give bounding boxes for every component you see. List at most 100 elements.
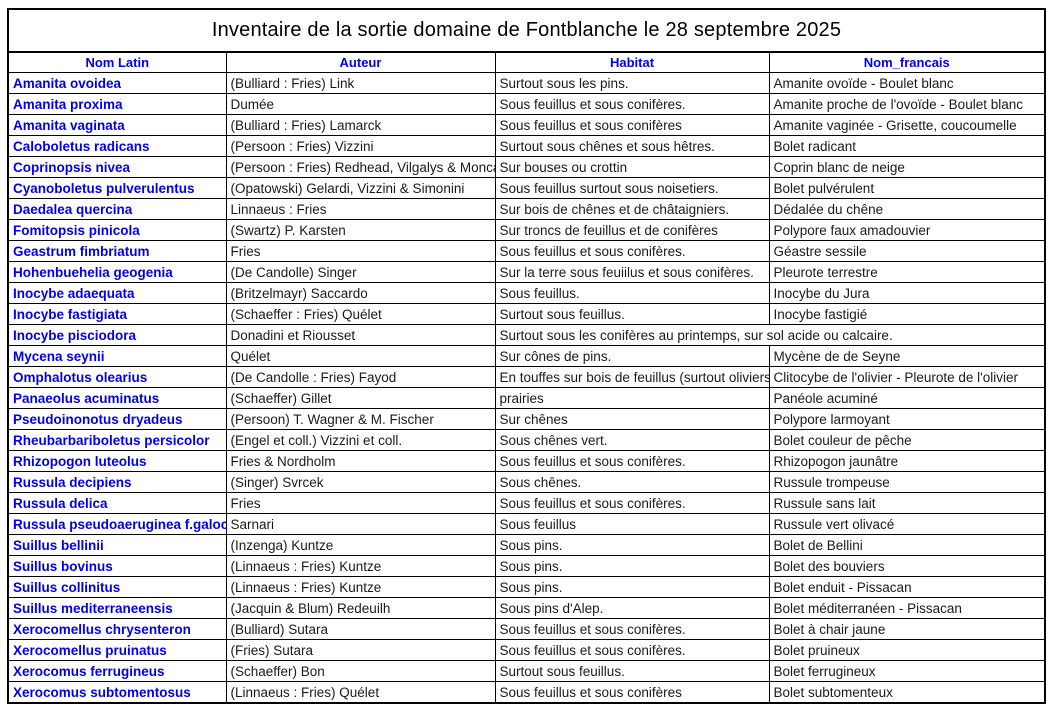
title-row: Inventaire de la sortie domaine de Fontb… bbox=[7, 8, 1046, 53]
author-cell: (Persoon : Fries) Redhead, Vilgalys & Mo… bbox=[225, 156, 496, 178]
latin-name-cell: Russula delica bbox=[7, 492, 227, 514]
author-cell: Fries & Nordholm bbox=[225, 450, 496, 472]
habitat-cell: Sous feuillus et sous conifères. bbox=[494, 639, 770, 661]
latin-name-cell: Panaeolus acuminatus bbox=[7, 387, 227, 409]
latin-name-cell: Xerocomellus chrysenteron bbox=[7, 618, 227, 640]
latin-name-cell: Xerocomellus pruinatus bbox=[7, 639, 227, 661]
table-row: Omphalotus olearius (De Candolle : Fries)… bbox=[7, 366, 1046, 388]
french-name-cell: Bolet méditerranéen - Pissacan bbox=[768, 597, 1046, 619]
latin-name-cell: Daedalea quercina bbox=[7, 198, 227, 220]
french-name-cell: Bolet enduit - Pissacan bbox=[768, 576, 1046, 598]
french-name-cell: Bolet couleur de pêche bbox=[768, 429, 1046, 451]
author-cell: (Singer) Svrcek bbox=[225, 471, 496, 493]
author-cell: Fries bbox=[225, 240, 496, 262]
latin-name-cell: Amanita proxima bbox=[7, 93, 227, 115]
french-name-cell: Polypore faux amadouvier bbox=[768, 219, 1046, 241]
french-name-cell: Bolet à chair jaune bbox=[768, 618, 1046, 640]
french-name-cell: Bolet pruineux bbox=[768, 639, 1046, 661]
author-cell: (Jacquin & Blum) Redeuilh bbox=[225, 597, 496, 619]
habitat-cell: Sous feuillus surtout sous noisetiers. bbox=[494, 177, 770, 199]
french-name-cell: Pleurote terrestre bbox=[768, 261, 1046, 283]
latin-name-cell: Omphalotus olearius bbox=[7, 366, 227, 388]
table-row: Suillus mediterraneensis (Jacquin & Blum)… bbox=[7, 597, 1046, 619]
author-cell: (Bulliard : Fries) Lamarck bbox=[225, 114, 496, 136]
french-name-cell: Bolet des bouviers bbox=[768, 555, 1046, 577]
habitat-cell: Sous feuillus et sous conifères. bbox=[494, 240, 770, 262]
table-row: Amanita vaginata (Bulliard : Fries) Lamar… bbox=[7, 114, 1046, 136]
habitat-cell: Sur cônes de pins. bbox=[494, 345, 770, 367]
habitat-cell: Sous feuillus et sous conifères bbox=[494, 681, 770, 704]
latin-name-cell: Suillus bovinus bbox=[7, 555, 227, 577]
table-row: Caloboletus radicans (Persoon : Fries) Vi… bbox=[7, 135, 1046, 157]
french-name-cell: Bolet de Bellini bbox=[768, 534, 1046, 556]
table-row: Amanita ovoidea (Bulliard : Fries) Link Su… bbox=[7, 72, 1046, 94]
author-cell: (Linnaeus : Fries) Kuntze bbox=[225, 576, 496, 598]
french-name-cell: Inocybe du Jura bbox=[768, 282, 1046, 304]
habitat-cell: Surtout sous feuillus. bbox=[494, 660, 770, 682]
latin-name-cell: Hohenbuehelia geogenia bbox=[7, 261, 227, 283]
french-name-cell: Bolet subtomenteux bbox=[768, 681, 1046, 704]
author-cell: Donadini et Riousset bbox=[225, 324, 496, 346]
author-cell: (Schaeffer) Gillet bbox=[225, 387, 496, 409]
french-name-cell: Bolet pulvérulent bbox=[768, 177, 1046, 199]
habitat-cell: Sur troncs de feuillus et de conifères bbox=[494, 219, 770, 241]
author-cell: Sarnari bbox=[225, 513, 496, 535]
latin-name-cell: Mycena seynii bbox=[7, 345, 227, 367]
habitat-cell: Sous pins. bbox=[494, 534, 770, 556]
latin-name-cell: Fomitopsis pinicola bbox=[7, 219, 227, 241]
french-name-cell: Russule vert olivacé bbox=[768, 513, 1046, 535]
habitat-cell: Sous feuillus et sous conifères bbox=[494, 114, 770, 136]
table-row: Amanita proxima Dumée Sous feuillus et sou… bbox=[7, 93, 1046, 115]
author-cell: (Bulliard) Sutara bbox=[225, 618, 496, 640]
author-cell: (De Candolle) Singer bbox=[225, 261, 496, 283]
table-row: Fomitopsis pinicola (Swartz) P. Karsten Su… bbox=[7, 219, 1046, 241]
table-row: Daedalea quercina Linnaeus : Fries Sur boi… bbox=[7, 198, 1046, 220]
author-cell: Quélet bbox=[225, 345, 496, 367]
habitat-cell: En touffes sur bois de feuillus (surtout… bbox=[494, 366, 770, 388]
french-name-cell: Amanite proche de l'ovoïde - Boulet blan… bbox=[768, 93, 1046, 115]
table-row: Russula decipiens (Singer) Svrcek Sous chê… bbox=[7, 471, 1046, 493]
author-cell: Dumée bbox=[225, 93, 496, 115]
habitat-cell: Sous feuillus et sous conifères. bbox=[494, 492, 770, 514]
author-cell: (Schaeffer) Bon bbox=[225, 660, 496, 682]
table-row: Rhizopogon luteolus Fries & Nordholm Sous … bbox=[7, 450, 1046, 472]
author-cell: (Fries) Sutara bbox=[225, 639, 496, 661]
table-row: Inocybe adaequata (Britzelmayr) Saccardo S… bbox=[7, 282, 1046, 304]
author-cell: (Linnaeus : Fries) Quélet bbox=[225, 681, 496, 704]
latin-name-cell: Cyanoboletus pulverulentus bbox=[7, 177, 227, 199]
author-cell: Linnaeus : Fries bbox=[225, 198, 496, 220]
author-cell: (Inzenga) Kuntze bbox=[225, 534, 496, 556]
table-row: Inocybe fastigiata (Schaeffer : Fries) Qu… bbox=[7, 303, 1046, 325]
table-row: Suillus bellinii (Inzenga) Kuntze Sous pin… bbox=[7, 534, 1046, 556]
french-name-cell: Bolet radicant bbox=[768, 135, 1046, 157]
habitat-cell: Surtout sous les conifères au printemps,… bbox=[494, 324, 1046, 346]
column-header-0: Nom Latin bbox=[7, 51, 227, 73]
page-title: Inventaire de la sortie domaine de Fontb… bbox=[7, 8, 1046, 53]
habitat-cell: Sous feuillus. bbox=[494, 282, 770, 304]
latin-name-cell: Xerocomus subtomentosus bbox=[7, 681, 227, 704]
column-header-3: Nom_francais bbox=[768, 51, 1046, 73]
french-name-cell: Amanite vaginée - Grisette, coucoumelle bbox=[768, 114, 1046, 136]
table-row: Mycena seynii Quélet Sur cônes de pins. Myc… bbox=[7, 345, 1046, 367]
author-cell: (Engel et coll.) Vizzini et coll. bbox=[225, 429, 496, 451]
latin-name-cell: Amanita vaginata bbox=[7, 114, 227, 136]
author-cell: (Persoon) T. Wagner & M. Fischer bbox=[225, 408, 496, 430]
table-row: Russula delica Fries Sous feuillus et sous… bbox=[7, 492, 1046, 514]
author-cell: (Bulliard : Fries) Link bbox=[225, 72, 496, 94]
table-row: Xerocomellus pruinatus (Fries) Sutara Sous… bbox=[7, 639, 1046, 661]
latin-name-cell: Inocybe pisciodora bbox=[7, 324, 227, 346]
latin-name-cell: Pseudoinonotus dryadeus bbox=[7, 408, 227, 430]
latin-name-cell: Caloboletus radicans bbox=[7, 135, 227, 157]
habitat-cell: prairies bbox=[494, 387, 770, 409]
author-cell: (Britzelmayr) Saccardo bbox=[225, 282, 496, 304]
french-name-cell: Bolet ferrugineux bbox=[768, 660, 1046, 682]
latin-name-cell: Geastrum fimbriatum bbox=[7, 240, 227, 262]
table-row: Cyanoboletus pulverulentus (Opatowski) Ge… bbox=[7, 177, 1046, 199]
author-cell: (Opatowski) Gelardi, Vizzini & Simonini bbox=[225, 177, 496, 199]
table-row: Panaeolus acuminatus (Schaeffer) Gillet pr… bbox=[7, 387, 1046, 409]
table-row: Pseudoinonotus dryadeus (Persoon) T. Wagn… bbox=[7, 408, 1046, 430]
habitat-cell: Sous chênes vert. bbox=[494, 429, 770, 451]
habitat-cell: Sur chênes bbox=[494, 408, 770, 430]
table-row: Rheubarbariboletus persicolor (Engel et c… bbox=[7, 429, 1046, 451]
table-body: Amanita ovoidea (Bulliard : Fries) Link Su… bbox=[7, 72, 1046, 704]
